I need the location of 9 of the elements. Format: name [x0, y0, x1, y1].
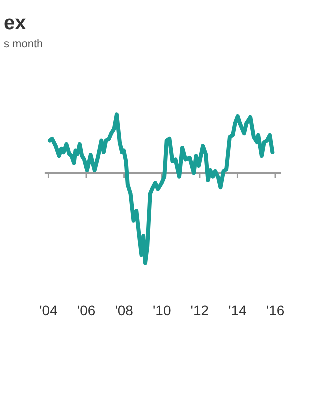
- x-tick-label: '16: [266, 302, 285, 318]
- x-tick-label: '04: [40, 302, 58, 318]
- x-tick-label: '10: [153, 302, 172, 318]
- x-tick-label: '08: [115, 302, 134, 318]
- x-tick-label: '06: [77, 302, 96, 318]
- x-tick-label: '14: [228, 302, 248, 318]
- x-tick-label: '12: [190, 302, 210, 318]
- chart-title: ex: [4, 12, 26, 35]
- chart-subtitle: s month: [4, 38, 44, 51]
